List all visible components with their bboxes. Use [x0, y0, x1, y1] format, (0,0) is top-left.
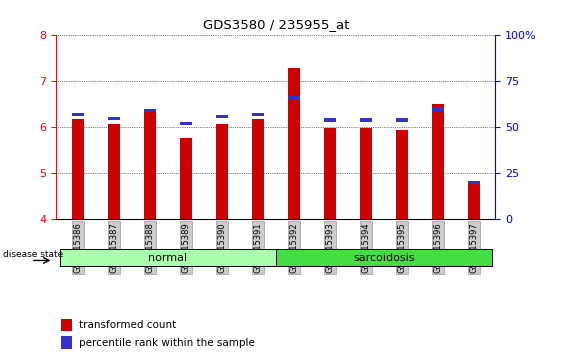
- Bar: [288, 96, 300, 99]
- Bar: [467, 182, 480, 219]
- Bar: [252, 113, 264, 116]
- Bar: [360, 119, 372, 122]
- Bar: [324, 129, 336, 219]
- Text: percentile rank within the sample: percentile rank within the sample: [79, 338, 254, 348]
- Bar: [288, 68, 300, 219]
- Text: disease state: disease state: [3, 250, 63, 259]
- Bar: [216, 115, 228, 118]
- Bar: [396, 119, 408, 122]
- Bar: [144, 110, 156, 219]
- Text: sarcoidosis: sarcoidosis: [353, 252, 414, 263]
- Bar: [432, 104, 444, 219]
- Bar: [180, 122, 192, 125]
- Bar: [108, 116, 120, 120]
- Bar: [108, 124, 120, 219]
- Text: transformed count: transformed count: [79, 320, 176, 330]
- Bar: [61, 336, 72, 349]
- Bar: [360, 129, 372, 219]
- Bar: [61, 319, 72, 331]
- Bar: [432, 107, 444, 111]
- Bar: [324, 119, 336, 122]
- Bar: [72, 113, 84, 116]
- Bar: [180, 138, 192, 219]
- FancyBboxPatch shape: [276, 249, 492, 266]
- Bar: [144, 109, 156, 113]
- Title: GDS3580 / 235955_at: GDS3580 / 235955_at: [203, 18, 349, 32]
- Bar: [467, 181, 480, 184]
- Bar: [216, 124, 228, 219]
- Text: normal: normal: [148, 252, 187, 263]
- Bar: [252, 119, 264, 219]
- Bar: [396, 130, 408, 219]
- Bar: [72, 119, 84, 219]
- FancyBboxPatch shape: [60, 249, 276, 266]
